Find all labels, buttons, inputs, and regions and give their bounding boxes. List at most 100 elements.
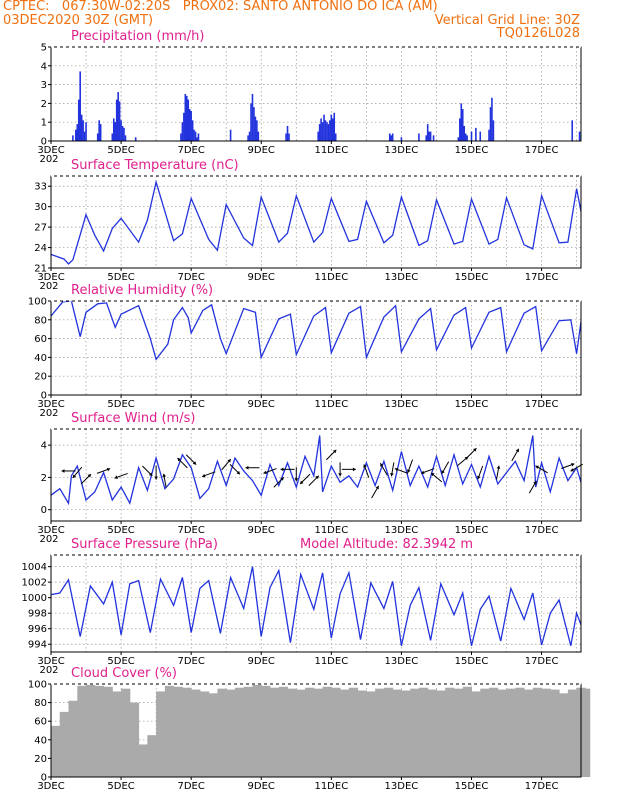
cloud-bar <box>401 690 411 777</box>
rh-x-sub-label: 202 <box>39 408 58 419</box>
rh-ytick-label: 60 <box>34 334 47 345</box>
precip-bar <box>114 122 117 141</box>
precip-bar <box>330 114 333 141</box>
wind-xtick-label: 17DEC <box>525 525 559 536</box>
precip-bar <box>461 109 464 141</box>
cloud-bar <box>270 687 280 777</box>
precip-bar <box>391 133 394 141</box>
cloud-bar <box>462 686 472 777</box>
cloud-xtick-label: 15DEC <box>455 781 489 792</box>
wind-wind-arrowhead <box>338 473 342 477</box>
wind-wind-arrowhead <box>202 473 206 478</box>
precip-bar <box>288 133 290 141</box>
cloud-bar <box>51 725 61 777</box>
precip-ytick-label: 4 <box>41 61 47 72</box>
wind-frame <box>50 428 582 522</box>
cloud-ytick-label: 100 <box>28 680 47 691</box>
temp-ytick-label: 30 <box>34 202 47 213</box>
precip-bar <box>79 71 81 141</box>
precip-bar <box>459 118 461 141</box>
wind-wind-arrowhead <box>154 476 158 480</box>
temp-panel: 21 24 27 30 33 3DEC 5DEC 7DEC 9DEC 11DEC 13DEC 15DE… <box>34 158 582 292</box>
wind-panel: 0 2 4 3DEC 5DEC 7DEC 9DEC 11DEC 13DEC 15DEC 17DEC 2… <box>37 411 583 545</box>
temp-xtick-label: 3DEC <box>37 272 64 283</box>
precip-bar <box>470 131 473 141</box>
precip-xtick-label: 9DEC <box>248 145 275 156</box>
temp-xtick-label: 9DEC <box>248 272 275 283</box>
precip-bar <box>326 122 328 141</box>
cloud-bar <box>252 684 262 777</box>
wind-xtick-label: 9DEC <box>248 525 275 536</box>
wind-wind-arrowhead <box>431 472 435 477</box>
wind-xtick-label: 7DEC <box>177 525 204 536</box>
cloud-ytick-label: 60 <box>34 717 47 728</box>
temp-xtick-label: 13DEC <box>385 272 419 283</box>
cloud-bar <box>313 688 324 777</box>
pressure-xtick-label: 9DEC <box>248 656 275 667</box>
precip-bar <box>251 94 254 141</box>
pressure-xtick-label: 3DEC <box>37 656 64 667</box>
cloud-ytick-label: 20 <box>34 754 47 765</box>
pressure-xtick-label: 5DEC <box>107 656 134 667</box>
wind-wind-arrowhead <box>407 469 411 473</box>
cloud-bar <box>173 686 183 777</box>
cloud-bar <box>261 685 271 777</box>
temp-xtick-label: 7DEC <box>177 272 204 283</box>
rh-title: Relative Humidity (%) <box>71 283 213 298</box>
precip-bar <box>184 94 187 141</box>
precip-bar <box>248 131 251 141</box>
cloud-bar <box>121 688 131 777</box>
wind-xtick-label: 13DEC <box>385 525 419 536</box>
wind-wind-arrowhead <box>394 467 399 472</box>
precip-bar <box>253 107 255 141</box>
precip-frame <box>50 46 582 142</box>
cloud-bar <box>86 684 96 777</box>
cloud-panel: 0 20 40 60 80 100 3DEC 5DEC 7DEC 9DEC 11DEC 13DEC 15… <box>28 666 591 792</box>
wind-wind-arrowhead <box>535 465 540 469</box>
precip-ytick-label: 3 <box>41 80 47 91</box>
temp-xtick-label: 5DEC <box>107 272 134 283</box>
pressure-ytick-label: 996 <box>28 624 47 635</box>
precip-bar <box>491 97 493 141</box>
precip-bar <box>191 120 194 141</box>
temp-ytick-label: 24 <box>34 243 47 254</box>
wind-wind-arrowhead <box>332 449 337 454</box>
wind-wind-arrowhead <box>280 477 284 481</box>
precip-bar <box>334 133 337 141</box>
rh-ytick-label: 0 <box>41 391 47 402</box>
temp-ytick-label: 21 <box>34 264 47 275</box>
precip-bar <box>578 131 581 141</box>
rh-ytick-label: 40 <box>34 353 47 364</box>
cloud-bar <box>357 690 367 777</box>
cloud-bar <box>296 689 306 777</box>
cloud-bar <box>234 687 245 777</box>
wind-ytick-label: 4 <box>41 441 47 452</box>
temp-line <box>50 179 582 265</box>
header-model-id: TQ0126L028 <box>496 26 580 41</box>
chart-header: CPTEC: 067:30W-02:20S PROX02: SANTO ANTO… <box>0 0 618 48</box>
precip-bar <box>457 137 460 141</box>
precip-bar <box>134 137 137 141</box>
wind-x-sub-label: 202 <box>39 534 58 545</box>
pressure-xtick-label: 15DEC <box>455 656 489 667</box>
wind-wind-arrowhead <box>106 467 111 472</box>
precip-bar <box>180 133 182 141</box>
precip-xtick-label: 3DEC <box>37 145 64 156</box>
wind-xtick-label: 15DEC <box>455 525 489 536</box>
rh-xtick-label: 17DEC <box>525 399 559 410</box>
wind-wind-arrowhead <box>162 473 167 477</box>
precip-bar <box>190 110 192 141</box>
cloud-bar <box>208 693 218 777</box>
precip-bar <box>329 120 331 141</box>
cloud-xtick-label: 3DEC <box>37 781 64 792</box>
cloud-bar <box>322 686 332 777</box>
wind-ytick-label: 0 <box>41 505 47 516</box>
wind-wind-arrowhead <box>352 467 356 472</box>
wind-wind-arrowhead <box>87 474 91 478</box>
cloud-bar <box>156 691 166 777</box>
precip-bar <box>72 135 74 141</box>
precip-bar <box>460 103 463 141</box>
wind-wind-arrowhead <box>294 478 299 482</box>
pressure-x-sub-label: 202 <box>39 665 58 676</box>
cloud-bar <box>471 691 481 777</box>
